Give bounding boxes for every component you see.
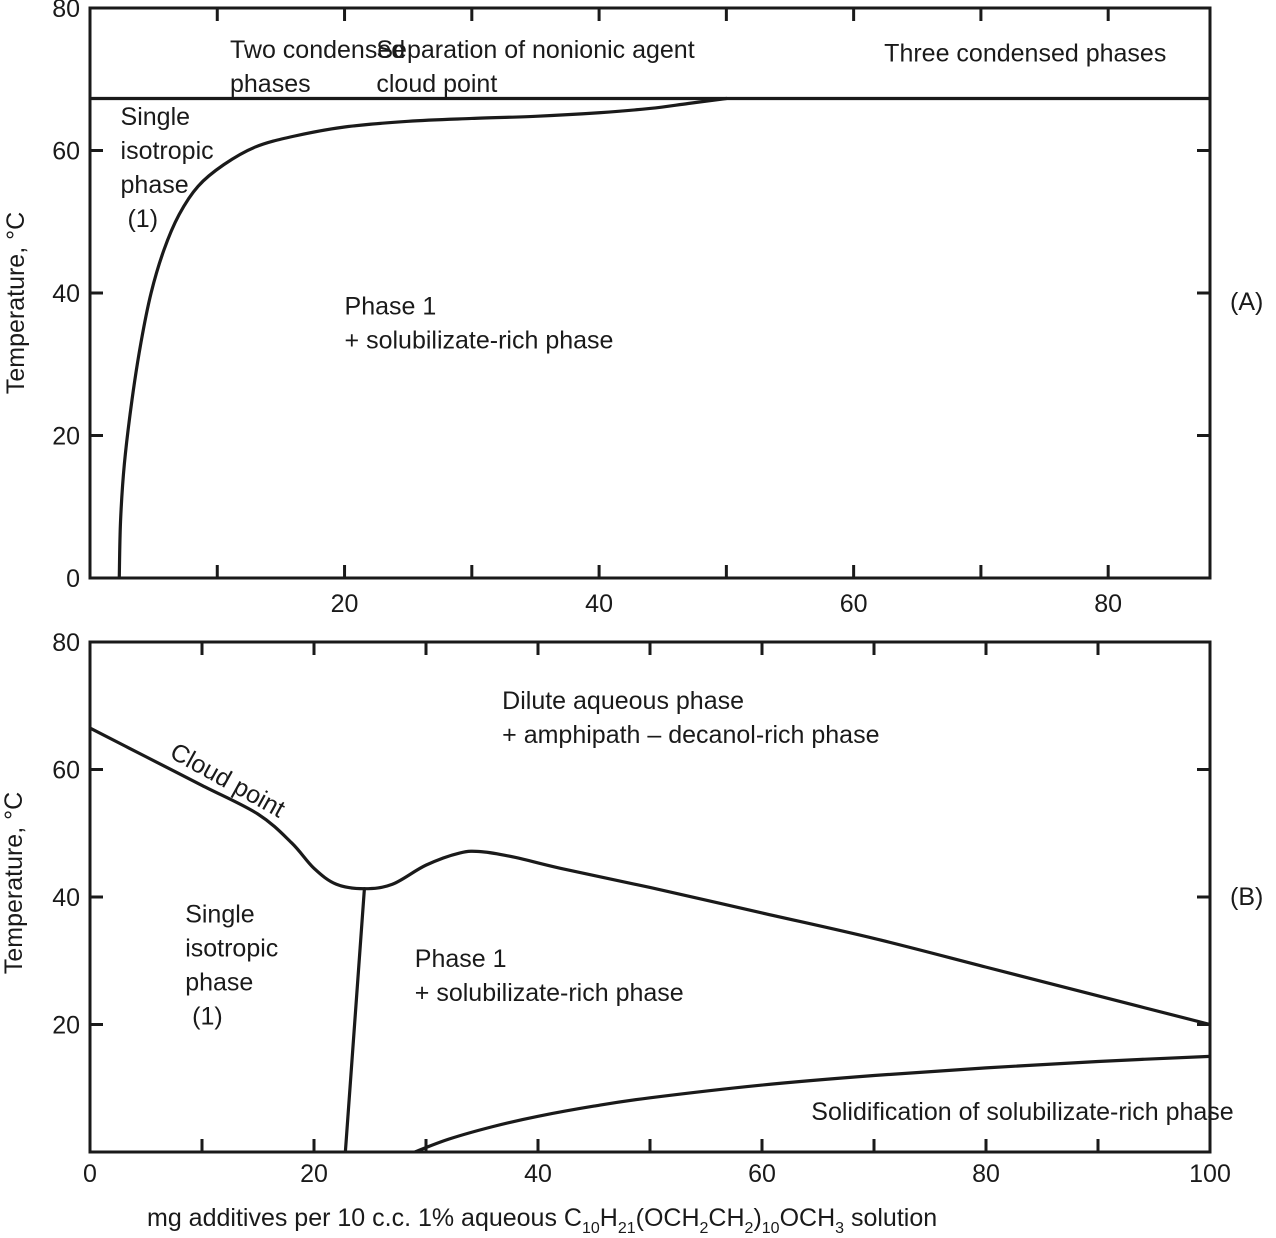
y-tick-label: 20 bbox=[52, 423, 80, 451]
y-tick-label: 40 bbox=[52, 280, 80, 308]
x-tick-label: 80 bbox=[972, 1160, 1000, 1188]
cloud-point-curve bbox=[90, 726, 1210, 1027]
y-tick-label: 60 bbox=[52, 138, 80, 166]
x-tick-label: 20 bbox=[300, 1160, 328, 1188]
x-tick-label: 0 bbox=[83, 1160, 97, 1188]
x-tick-label: 100 bbox=[1189, 1160, 1231, 1188]
x-tick-label: 20 bbox=[331, 590, 359, 618]
phase-boundary-curve bbox=[117, 96, 728, 578]
region-label-single-isotropic-phase-1: Single isotropic phase (1) bbox=[185, 901, 278, 1031]
panel-tag: (A) bbox=[1230, 288, 1263, 316]
region-label-phase-1-solubilizate-rich-phase: Phase 1 + solubilizate-rich phase bbox=[415, 945, 684, 1007]
x-tick-label: 40 bbox=[524, 1160, 552, 1188]
x-tick-label: 60 bbox=[840, 590, 868, 618]
y-axis-title: Temperature, °C bbox=[0, 792, 28, 974]
y-axis-title: Temperature, °C bbox=[2, 212, 30, 394]
x-axis-title: mg additives per 10 c.c. 1% aqueous C10H… bbox=[147, 1204, 937, 1237]
x-tick-label: 60 bbox=[748, 1160, 776, 1188]
panel-b-chart: 0 20 40 60 80 100 20 40 60 80 Dilute aqueous phase… bbox=[0, 629, 1263, 1237]
region-label-three-condensed-phases: Three condensed phases bbox=[884, 39, 1166, 67]
region-label-phase-1-solubilizate-rich-phase: Phase 1 + solubilizate-rich phase bbox=[345, 292, 614, 354]
x-tick-label: 40 bbox=[585, 590, 613, 618]
solubility-boundary-curve bbox=[343, 887, 366, 1152]
y-tick-label: 20 bbox=[52, 1012, 80, 1040]
y-tick-label: 0 bbox=[66, 565, 80, 593]
region-label-solidification-of-solubilizate-rich-phas: Solidification of solubilizate-rich phas… bbox=[811, 1098, 1233, 1126]
y-tick-label: 60 bbox=[52, 757, 80, 785]
solidification-boundary-curve bbox=[413, 1054, 1210, 1152]
region-label-single-isotropic-phase-1: Single isotropic phase (1) bbox=[121, 103, 214, 233]
region-label-two-condensed-phases: Two condensed phases bbox=[230, 36, 405, 98]
panel-tag: (B) bbox=[1230, 883, 1263, 911]
cloud-point-annotation: Cloud point bbox=[165, 738, 289, 824]
panel-a-chart: 20 40 60 80 0 20 40 60 80 Two condensed phasesSepa… bbox=[2, 0, 1263, 618]
y-tick-label: 80 bbox=[52, 629, 80, 657]
x-tick-label: 80 bbox=[1094, 590, 1122, 618]
region-label-separation-of-nonionic-agent-cloud-point: Separation of nonionic agent cloud point bbox=[376, 36, 694, 98]
y-tick-label: 80 bbox=[52, 0, 80, 23]
plot-frame bbox=[88, 640, 1212, 1154]
region-label-dilute-aqueous-phase-amphipath-decanol-r: Dilute aqueous phase + amphipath – decano… bbox=[502, 687, 879, 749]
y-tick-label: 40 bbox=[52, 884, 80, 912]
